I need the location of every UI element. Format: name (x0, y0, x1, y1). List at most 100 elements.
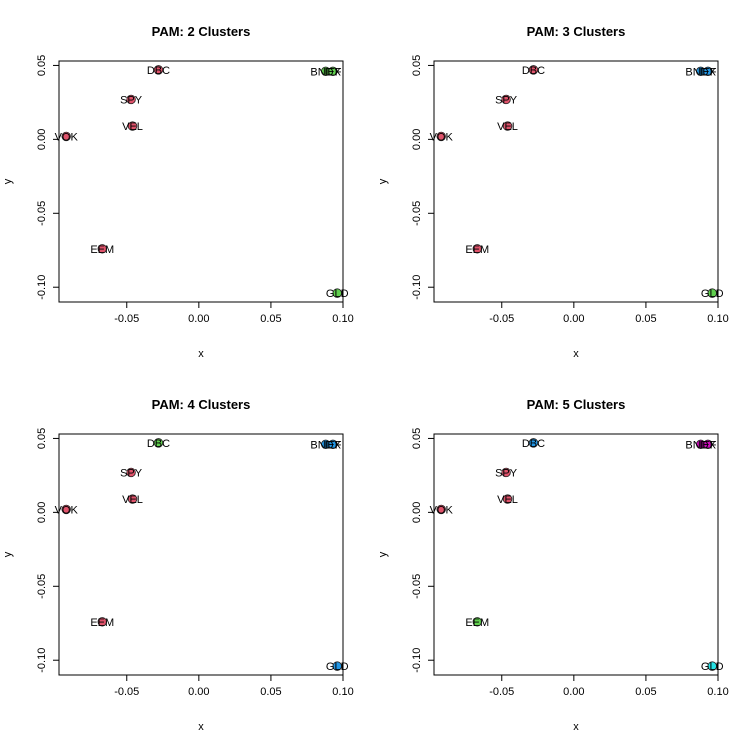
x-tick-label: 0.05 (635, 313, 656, 325)
y-tick-label: -0.10 (411, 648, 423, 673)
point-vel (127, 121, 138, 131)
point-label-dbc: DBC (147, 65, 170, 77)
point-label-vok: VOK (430, 504, 454, 516)
point-label-vel: VEL (122, 121, 143, 133)
point-vok (61, 131, 71, 142)
point-gld (332, 288, 342, 298)
x-axis-label: x (198, 348, 204, 360)
point-vok (436, 504, 446, 515)
point-label-eem: EEM (465, 244, 489, 256)
point-ief (703, 66, 713, 77)
x-tick-label: 0.10 (707, 686, 728, 698)
point-eem (472, 617, 482, 627)
point-label-dbc: DBC (522, 438, 545, 450)
x-tick-label: 0.10 (707, 313, 728, 325)
point-label-bndx: BNDX (685, 439, 716, 451)
x-tick-label: -0.05 (114, 313, 139, 325)
point-label-dbc: DBC (147, 438, 170, 450)
point-label-eem: EEM (90, 244, 114, 256)
y-axis-label: y (2, 178, 14, 184)
point-gld (707, 661, 717, 671)
point-label-gld: GLD (326, 661, 349, 673)
y-tick-label: -0.05 (411, 201, 423, 226)
x-tick-label: 0.00 (188, 313, 209, 325)
point-vok (436, 131, 446, 142)
point-label-dbc: DBC (522, 65, 545, 77)
y-tick-label: -0.05 (36, 201, 48, 226)
x-tick-label: -0.05 (114, 686, 139, 698)
y-tick-label: 0.05 (36, 55, 48, 76)
chart-title: PAM: 3 Clusters (527, 24, 626, 39)
y-axis-label: y (2, 551, 14, 557)
point-label-gld: GLD (701, 288, 724, 300)
x-axis-label: x (573, 348, 579, 360)
y-tick-label: 0.00 (411, 502, 423, 523)
point-label-ief: IEF (324, 66, 341, 78)
x-tick-label: 0.05 (260, 686, 281, 698)
point-label-ief: IEF (699, 439, 716, 451)
point-label-bndx: BNDX (310, 66, 341, 78)
x-tick-label: 0.10 (332, 686, 353, 698)
point-label-eem: EEM (90, 617, 114, 629)
point-vok (61, 504, 71, 515)
point-ief (328, 439, 338, 450)
point-vel (502, 121, 513, 131)
point-label-eem: EEM (465, 617, 489, 629)
point-dbc (528, 438, 539, 448)
point-label-spy: SPY (120, 94, 143, 106)
y-tick-label: -0.05 (411, 574, 423, 599)
panel-3: PAM: 4 Clusters -0.05 0.00 0.05 0.10 -0.10 -0.… (2, 397, 354, 733)
plot-frame (58, 433, 344, 676)
y-tick-label: 0.00 (411, 129, 423, 150)
point-dbc (528, 65, 539, 75)
x-tick-label: 0.10 (332, 313, 353, 325)
y-tick-label: 0.05 (411, 55, 423, 76)
point-label-spy: SPY (120, 467, 143, 479)
point-spy (501, 94, 511, 105)
point-label-bndx: BNDX (685, 66, 716, 78)
point-dbc (153, 65, 164, 75)
plot-frame (58, 60, 344, 303)
x-axis-label: x (573, 721, 579, 733)
panel-2: PAM: 3 Clusters -0.05 0.00 0.05 0.10 -0.10 -0.… (377, 24, 729, 360)
point-ief (328, 66, 338, 77)
point-label-ief: IEF (324, 439, 341, 451)
point-ief (703, 439, 713, 450)
x-tick-label: 0.00 (188, 686, 209, 698)
point-label-vok: VOK (430, 131, 454, 143)
x-tick-label: -0.05 (489, 313, 514, 325)
plot-frame (433, 60, 719, 303)
point-label-ief: IEF (699, 66, 716, 78)
point-eem (97, 244, 107, 254)
point-label-vok: VOK (55, 504, 79, 516)
panel-4: PAM: 5 Clusters -0.05 0.00 0.05 0.10 -0.10 -0.… (377, 397, 729, 733)
x-tick-label: -0.05 (489, 686, 514, 698)
x-tick-label: 0.05 (635, 686, 656, 698)
point-label-vel: VEL (497, 121, 518, 133)
point-label-spy: SPY (495, 467, 518, 479)
point-spy (126, 94, 136, 105)
y-tick-label: 0.00 (36, 502, 48, 523)
point-label-vok: VOK (55, 131, 79, 143)
point-gld (707, 288, 717, 298)
point-label-gld: GLD (326, 288, 349, 300)
x-tick-label: 0.00 (563, 686, 584, 698)
x-tick-label: 0.00 (563, 313, 584, 325)
point-label-bndx: BNDX (310, 439, 341, 451)
y-tick-label: -0.05 (36, 574, 48, 599)
y-tick-label: -0.10 (36, 275, 48, 300)
chart-title: PAM: 2 Clusters (152, 24, 251, 39)
point-label-gld: GLD (701, 661, 724, 673)
point-label-vel: VEL (122, 494, 143, 506)
y-axis-label: y (377, 551, 389, 557)
y-tick-label: -0.10 (36, 648, 48, 673)
point-vel (502, 494, 513, 504)
y-tick-label: 0.05 (36, 428, 48, 449)
x-tick-label: 0.05 (260, 313, 281, 325)
point-vel (127, 494, 138, 504)
y-tick-label: 0.00 (36, 129, 48, 150)
point-label-spy: SPY (495, 94, 518, 106)
point-gld (332, 661, 342, 671)
y-tick-label: -0.10 (411, 275, 423, 300)
